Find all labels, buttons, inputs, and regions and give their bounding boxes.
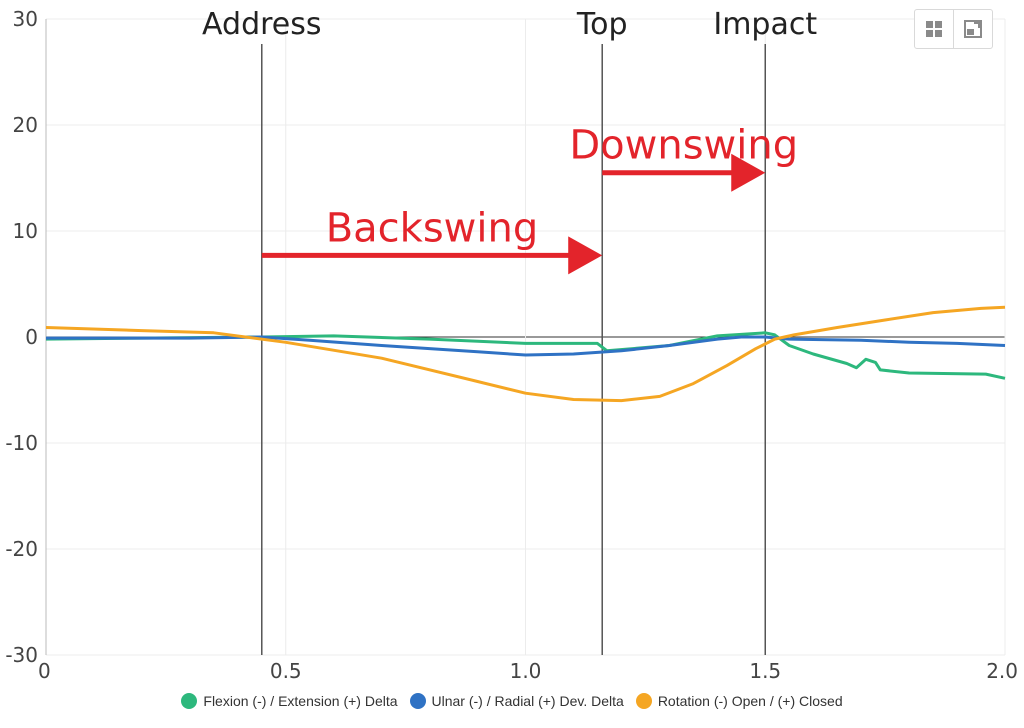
grid-view-icon — [926, 21, 942, 37]
x-tick-label: 0.5 — [270, 659, 302, 683]
legend-item[interactable]: Flexion (-) / Extension (+) Delta — [181, 693, 398, 709]
legend-label: Ulnar (-) / Radial (+) Dev. Delta — [431, 693, 624, 709]
chart-toolbar — [914, 9, 993, 49]
x-tick-label: 2.0 — [986, 659, 1018, 683]
series-line — [45, 305, 1006, 403]
legend-item[interactable]: Ulnar (-) / Radial (+) Dev. Delta — [409, 693, 624, 709]
annotation-label: Downswing — [569, 123, 798, 169]
y-tick-label: 30 — [13, 7, 38, 31]
y-tick-label: -10 — [5, 431, 38, 455]
x-tick-label: 0 — [38, 659, 51, 683]
annotation-arrow-head — [731, 153, 766, 192]
y-tick-label: 10 — [13, 219, 38, 243]
phase-label: Address — [202, 7, 321, 42]
series-lines — [45, 305, 1006, 403]
legend-label: Flexion (-) / Extension (+) Delta — [203, 693, 398, 709]
phase-label: Top — [576, 7, 628, 42]
legend-swatch — [181, 693, 198, 709]
annotation-label: Backswing — [326, 205, 539, 251]
x-tick-label: 1.5 — [749, 659, 781, 683]
y-tick-label: -20 — [5, 537, 38, 561]
y-tick-label: 20 — [13, 113, 38, 137]
legend-swatch — [409, 693, 426, 709]
x-tick-label: 1.0 — [510, 659, 542, 683]
legend-item[interactable]: Rotation (-) Open / (+) Closed — [635, 693, 843, 709]
phase-label: Impact — [713, 7, 817, 42]
grid-view-button[interactable] — [915, 10, 954, 48]
chart-legend: Flexion (-) / Extension (+) Delta Ulnar (… — [0, 693, 1024, 709]
y-tick-label: 0 — [25, 325, 38, 349]
expand-icon — [964, 20, 982, 38]
expand-button[interactable] — [954, 10, 992, 48]
annotation-arrow-head — [568, 236, 603, 275]
phase-markers: Address Top Impact — [202, 7, 817, 655]
y-tick-label: -30 — [5, 643, 38, 667]
annotations: Backswing Downswing — [261, 123, 798, 275]
legend-swatch — [635, 693, 652, 709]
legend-label: Rotation (-) Open / (+) Closed — [657, 693, 843, 709]
series-line — [46, 335, 1006, 357]
series-line — [45, 331, 1006, 380]
